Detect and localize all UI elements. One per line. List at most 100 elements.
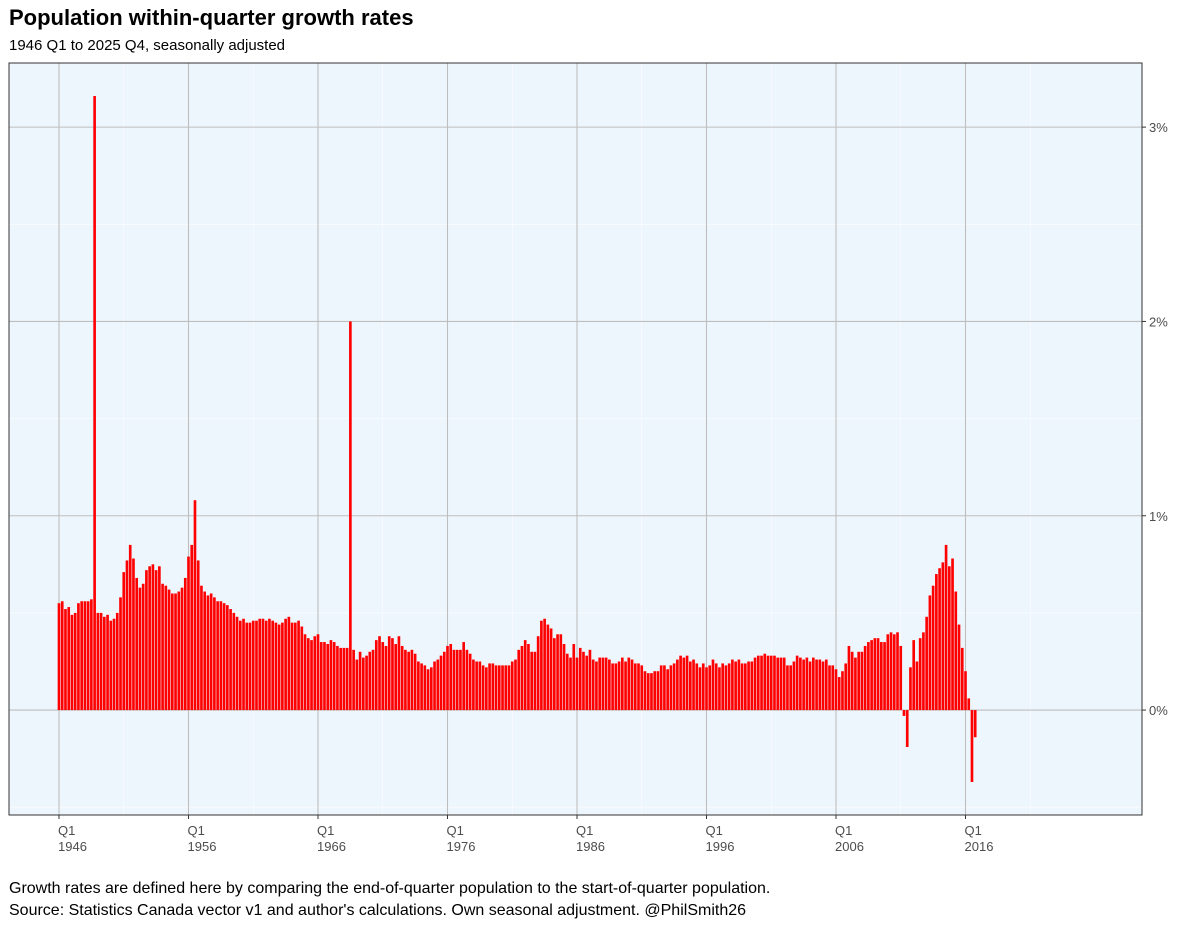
bar-1976-q2 xyxy=(449,644,453,711)
bar-2004-q1 xyxy=(808,661,812,711)
bar-1972-q3 xyxy=(400,645,404,711)
bar-1964-q2 xyxy=(294,622,297,711)
x-tick-quarter-label: Q1 xyxy=(58,823,75,838)
bar-2000-q4 xyxy=(766,655,770,711)
bar-1983-q2 xyxy=(540,620,543,711)
bar-1971-q2 xyxy=(384,645,388,711)
bar-1985-q3 xyxy=(569,657,572,711)
x-tick-quarter-label: Q1 xyxy=(447,823,464,838)
bar-1985-q2 xyxy=(565,653,569,711)
bar-2011-q3 xyxy=(905,710,909,747)
bar-1993-q1 xyxy=(666,669,669,711)
bar-1947-q1 xyxy=(70,614,74,711)
bar-1984-q1 xyxy=(549,628,553,711)
caption-source: Source: Statistics Canada vector v1 and … xyxy=(9,902,747,919)
bar-1968-q4 xyxy=(352,649,355,711)
bar-2000-q3 xyxy=(763,653,767,711)
bar-2006-q1 xyxy=(834,669,838,711)
bar-2012-q1 xyxy=(912,640,916,711)
bar-1988-q3 xyxy=(608,659,611,711)
bar-2016-q3 xyxy=(970,710,974,782)
bar-2016-q4 xyxy=(973,710,977,738)
bar-1997-q4 xyxy=(727,663,731,711)
bar-1962-q4 xyxy=(274,622,278,711)
caption-definition: Growth rates are defined here by compari… xyxy=(9,880,771,897)
y-tick-label: 0% xyxy=(1149,703,1168,718)
bar-1996-q4 xyxy=(714,663,718,711)
bar-1960-q3 xyxy=(245,622,249,711)
bar-1969-q4 xyxy=(365,655,368,711)
x-tick-year-label: 2006 xyxy=(835,839,864,854)
x-tick-quarter-label: Q1 xyxy=(576,823,593,838)
bar-1956-q2 xyxy=(190,544,194,711)
bar-1957-q1 xyxy=(200,585,203,711)
bar-2014-q4 xyxy=(947,566,951,711)
bar-1958-q4 xyxy=(222,603,226,711)
bar-1986-q1 xyxy=(575,657,579,711)
bar-1990-q1 xyxy=(627,657,631,711)
bar-2015-q1 xyxy=(951,558,954,711)
bar-1977-q3 xyxy=(465,649,469,711)
bar-1974-q2 xyxy=(423,665,427,711)
bar-1946-q1 xyxy=(57,603,61,711)
bar-1976-q4 xyxy=(455,649,459,711)
bar-1951-q3 xyxy=(128,544,132,711)
bar-1977-q2 xyxy=(462,642,466,711)
bar-1980-q1 xyxy=(497,665,501,711)
bar-1967-q4 xyxy=(339,647,342,711)
bar-1995-q1 xyxy=(692,659,695,711)
bar-1955-q3 xyxy=(180,587,184,711)
bar-1993-q3 xyxy=(672,663,676,711)
bar-1958-q1 xyxy=(213,597,216,711)
bar-2014-q3 xyxy=(944,544,948,711)
bar-1969-q3 xyxy=(362,657,365,711)
bar-2005-q4 xyxy=(831,665,835,711)
bar-1961-q2 xyxy=(255,620,258,711)
bar-1994-q3 xyxy=(685,655,689,711)
bar-1978-q4 xyxy=(481,665,485,711)
bar-1982-q3 xyxy=(530,651,533,711)
bar-1957-q3 xyxy=(206,595,210,711)
bar-1956-q1 xyxy=(187,556,190,711)
bar-1977-q1 xyxy=(459,649,462,711)
bar-1984-q3 xyxy=(556,634,559,711)
bar-2005-q1 xyxy=(821,661,825,711)
bar-2010-q4 xyxy=(896,632,899,711)
x-tick-year-label: 1956 xyxy=(188,839,217,854)
bar-1980-q4 xyxy=(507,665,511,711)
x-tick-year-label: 1976 xyxy=(447,839,476,854)
chart-subtitle: 1946 Q1 to 2025 Q4, seasonally adjusted xyxy=(9,37,286,54)
bar-1979-q4 xyxy=(494,665,498,711)
bar-1997-q1 xyxy=(718,667,721,711)
bar-1994-q1 xyxy=(679,655,682,711)
bar-2014-q1 xyxy=(938,568,941,711)
bar-1975-q2 xyxy=(436,659,440,711)
bar-1971-q4 xyxy=(391,638,394,711)
bar-1982-q1 xyxy=(523,640,527,711)
bar-1950-q4 xyxy=(119,597,122,711)
bar-2003-q3 xyxy=(802,659,805,711)
bar-1953-q4 xyxy=(158,566,161,711)
bar-1987-q1 xyxy=(588,649,592,711)
bar-1966-q2 xyxy=(319,642,323,711)
bar-1983-q1 xyxy=(536,636,540,711)
bar-1969-q2 xyxy=(358,651,362,711)
bar-1946-q3 xyxy=(64,609,67,711)
bar-1970-q2 xyxy=(371,649,375,711)
bar-1948-q3 xyxy=(90,599,93,711)
bar-1987-q3 xyxy=(595,661,598,711)
bar-1970-q1 xyxy=(368,651,372,711)
bar-1990-q2 xyxy=(630,659,634,711)
x-tick-quarter-label: Q1 xyxy=(965,823,982,838)
bar-1991-q3 xyxy=(646,673,650,711)
bar-1992-q2 xyxy=(656,671,660,711)
bar-2012-q4 xyxy=(922,632,925,711)
x-tick-year-label: 2016 xyxy=(965,839,994,854)
bar-1983-q4 xyxy=(546,624,550,711)
bar-1984-q2 xyxy=(553,638,556,711)
bar-1964-q3 xyxy=(297,620,300,711)
bar-2003-q4 xyxy=(805,657,809,711)
chart-title: Population within-quarter growth rates xyxy=(9,5,414,30)
bar-1973-q4 xyxy=(417,661,420,711)
bar-1991-q4 xyxy=(650,673,653,711)
